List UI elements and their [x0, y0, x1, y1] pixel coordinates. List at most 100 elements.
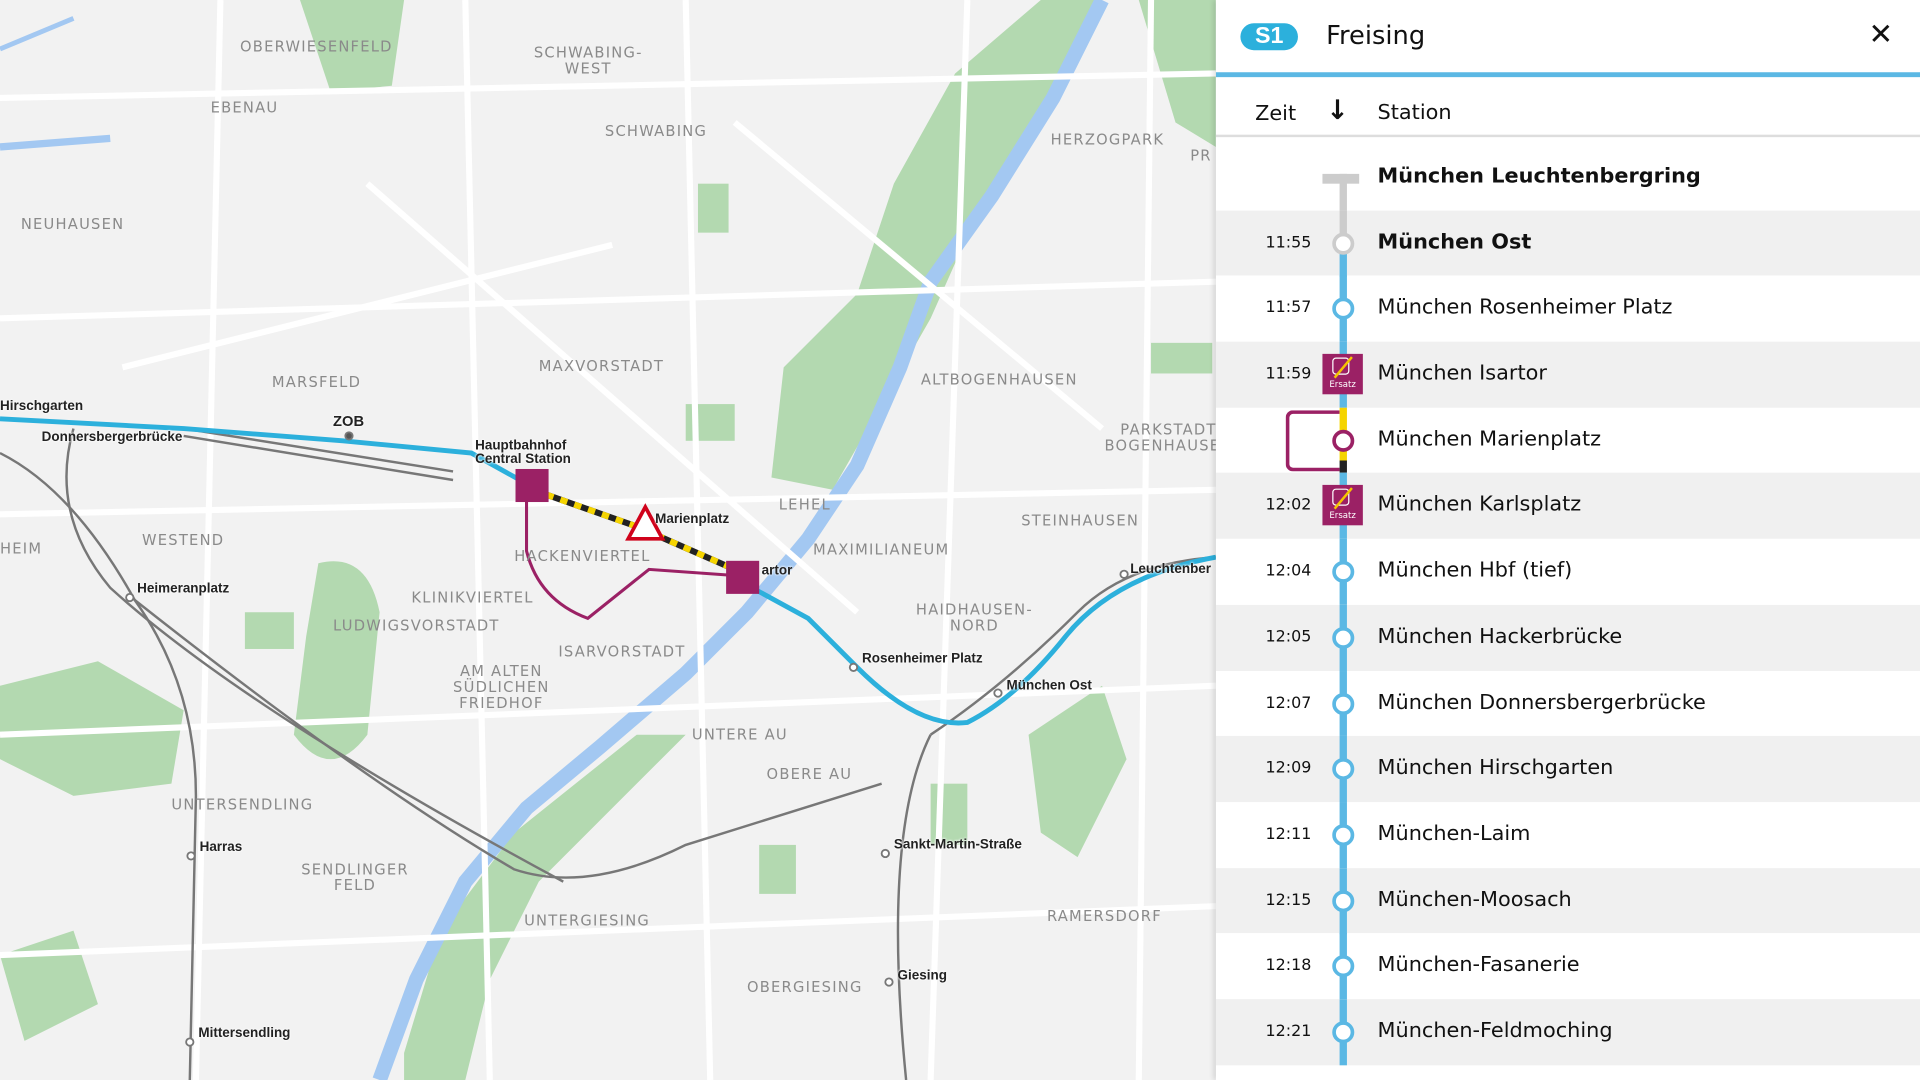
station-label[interactable]: Hirschgarten	[0, 399, 84, 414]
district-label: OBERE AU	[766, 765, 853, 783]
stop-marker	[1332, 758, 1355, 781]
district-label: EBENAU	[210, 99, 279, 117]
district-label: LUDWIGSVORSTADT	[333, 617, 500, 635]
station-label[interactable]: Mittersendling	[198, 1026, 291, 1041]
time-column-header[interactable]: Zeit	[1255, 101, 1297, 127]
station-dots	[125, 431, 1129, 1047]
stop-time: 11:57	[1265, 299, 1312, 318]
stop-name[interactable]: München Hirschgarten	[1377, 755, 1614, 781]
stop-row[interactable]: 11:57 München Rosenheimer Platz	[1216, 275, 1920, 343]
stop-row[interactable]: 12:05 München Hackerbrücke	[1215, 604, 1920, 671]
stop-time: 11:55	[1265, 233, 1312, 252]
district-label: SCHWABING	[604, 122, 708, 140]
rail-lines	[0, 427, 1216, 1080]
district-label: NEUHAUSEN	[20, 215, 125, 233]
stop-name[interactable]: München Ost	[1377, 229, 1532, 255]
stop-row[interactable]: München Leuchtenbergring	[1216, 144, 1920, 211]
map-canvas[interactable]	[0, 0, 1216, 1080]
stop-row[interactable]: 12:15 München-Moosach	[1215, 867, 1920, 934]
stop-row[interactable]: 12:07 München Donnersbergerbrücke	[1216, 670, 1920, 737]
district-label: UNTERGIESING	[524, 912, 651, 930]
district-label: MAXIMILIANEUM	[813, 541, 950, 559]
district-label: HEIM	[0, 540, 43, 558]
replacement-bus-icon[interactable]: Ersatz	[1322, 485, 1363, 526]
stop-marker	[1332, 298, 1355, 321]
station-column-header[interactable]: Station	[1377, 100, 1452, 125]
station-label[interactable]: Heimeranplatz	[137, 581, 230, 597]
district-label: HERZOGPARK	[1050, 131, 1165, 149]
stop-marker	[1332, 429, 1355, 452]
stop-marker	[1332, 1021, 1355, 1044]
stop-row[interactable]: München Marienplatz	[1216, 407, 1920, 474]
stop-name[interactable]: München Leuchtenbergring	[1377, 164, 1701, 189]
stop-marker	[1332, 560, 1355, 584]
station-label[interactable]: Harras	[199, 840, 243, 855]
station-label[interactable]: München Ost	[1006, 678, 1092, 694]
stop-row[interactable]: 12:02 Ersatz München Karlsplatz	[1215, 473, 1920, 540]
stop-name[interactable]: München Rosenheimer Platz	[1377, 295, 1673, 321]
district-label: OBERGIESING	[746, 978, 863, 996]
stop-time: 11:59	[1265, 364, 1312, 384]
stop-time: 12:11	[1265, 825, 1312, 844]
stop-name[interactable]: München-Laim	[1377, 821, 1531, 846]
close-icon[interactable]: ✕	[1868, 17, 1894, 52]
station-label[interactable]: Rosenheimer Platz	[862, 651, 983, 667]
station-label[interactable]: Leuchtenber	[1130, 562, 1212, 577]
district-label: MARSFELD	[271, 373, 362, 391]
stop-row[interactable]: 12:09 München Hirschgarten	[1215, 736, 1920, 803]
station-label[interactable]: Marienplatz	[655, 511, 730, 527]
stop-name[interactable]: München Karlsplatz	[1377, 492, 1582, 518]
stop-time: 12:02	[1265, 496, 1312, 515]
district-label: LEHEL	[778, 495, 831, 514]
stop-name[interactable]: München-Feldmoching	[1377, 1018, 1613, 1044]
route	[0, 416, 1216, 726]
stop-time: 12:04	[1265, 562, 1312, 581]
stop-name[interactable]: München-Fasanerie	[1377, 952, 1580, 978]
district-label: SENDLINGER FELD	[301, 860, 409, 894]
route-panel: S1 Freising ✕ Zeit ↓ Station München Leu…	[1215, 0, 1920, 1080]
stop-row[interactable]: 12:21 München-Feldmoching	[1215, 999, 1920, 1066]
stop-row[interactable]: 11:59 Ersatz München Isartor	[1215, 341, 1920, 408]
station-label[interactable]: Sankt-Martin-Straße	[893, 837, 1022, 853]
stop-row[interactable]: 12:18 München-Fasanerie	[1216, 933, 1920, 1000]
district-label: UNTERE AU	[691, 726, 788, 744]
stop-name[interactable]: München Isartor	[1377, 361, 1547, 386]
stop-name[interactable]: München Hackerbrücke	[1377, 624, 1623, 649]
district-label: HAIDHAUSEN- NORD	[915, 601, 1033, 635]
panel-header: S1 Freising ✕	[1215, 0, 1920, 78]
district-label: RAMERSDORF	[1046, 907, 1162, 925]
stop-marker	[1332, 889, 1355, 912]
stop-name[interactable]: München Marienplatz	[1377, 427, 1602, 452]
arrow-down-icon[interactable]: ↓	[1326, 95, 1349, 127]
stop-row[interactable]: 12:04 München Hbf (tief)	[1216, 538, 1920, 606]
replacement-bus-icon[interactable]: Ersatz	[1322, 353, 1363, 395]
stop-name[interactable]: München Hbf (tief)	[1377, 558, 1573, 584]
stop-name[interactable]: München Donnersbergerbrücke	[1377, 690, 1706, 715]
stop-row[interactable]: 11:55 München Ost	[1215, 210, 1920, 277]
district-label: STEINHAUSEN	[1021, 511, 1140, 529]
stop-marker	[1332, 626, 1355, 649]
parks	[0, 0, 1216, 1080]
station-label[interactable]: Giesing	[897, 968, 947, 984]
district-label: WESTEND	[142, 531, 225, 549]
column-header: Zeit ↓ Station	[1215, 78, 1920, 138]
stop-list: München Leuchtenbergring 11:55 München Ost…	[1215, 144, 1920, 1066]
station-label[interactable]: artor	[761, 563, 793, 578]
rivers	[0, 0, 1109, 1080]
construction-warning-icon[interactable]	[625, 503, 666, 541]
replacement-bus-icon[interactable]	[515, 468, 760, 594]
stop-marker	[1332, 692, 1355, 715]
station-label[interactable]: Donnersbergerbrücke	[41, 429, 183, 445]
station-label[interactable]: Hauptbahnhof Central Station	[475, 438, 571, 467]
stop-time: 12:05	[1265, 627, 1312, 647]
stop-time: 12:21	[1265, 1022, 1312, 1041]
roads	[0, 0, 1216, 1080]
stop-row[interactable]: 12:11 München-Laim	[1216, 801, 1920, 869]
route-line	[1339, 210, 1347, 238]
map[interactable]: OBERWIESENFELD SCHWABING- WEST EBENAU SC…	[0, 0, 1216, 1080]
station-label[interactable]: ZOB	[333, 412, 365, 430]
stop-time: 12:09	[1265, 759, 1312, 778]
district-label: ISARVORSTADT	[558, 642, 686, 661]
stop-name[interactable]: München-Moosach	[1377, 887, 1572, 912]
district-label: AM ALTEN SÜDLICHEN FRIEDHOF	[453, 662, 550, 712]
